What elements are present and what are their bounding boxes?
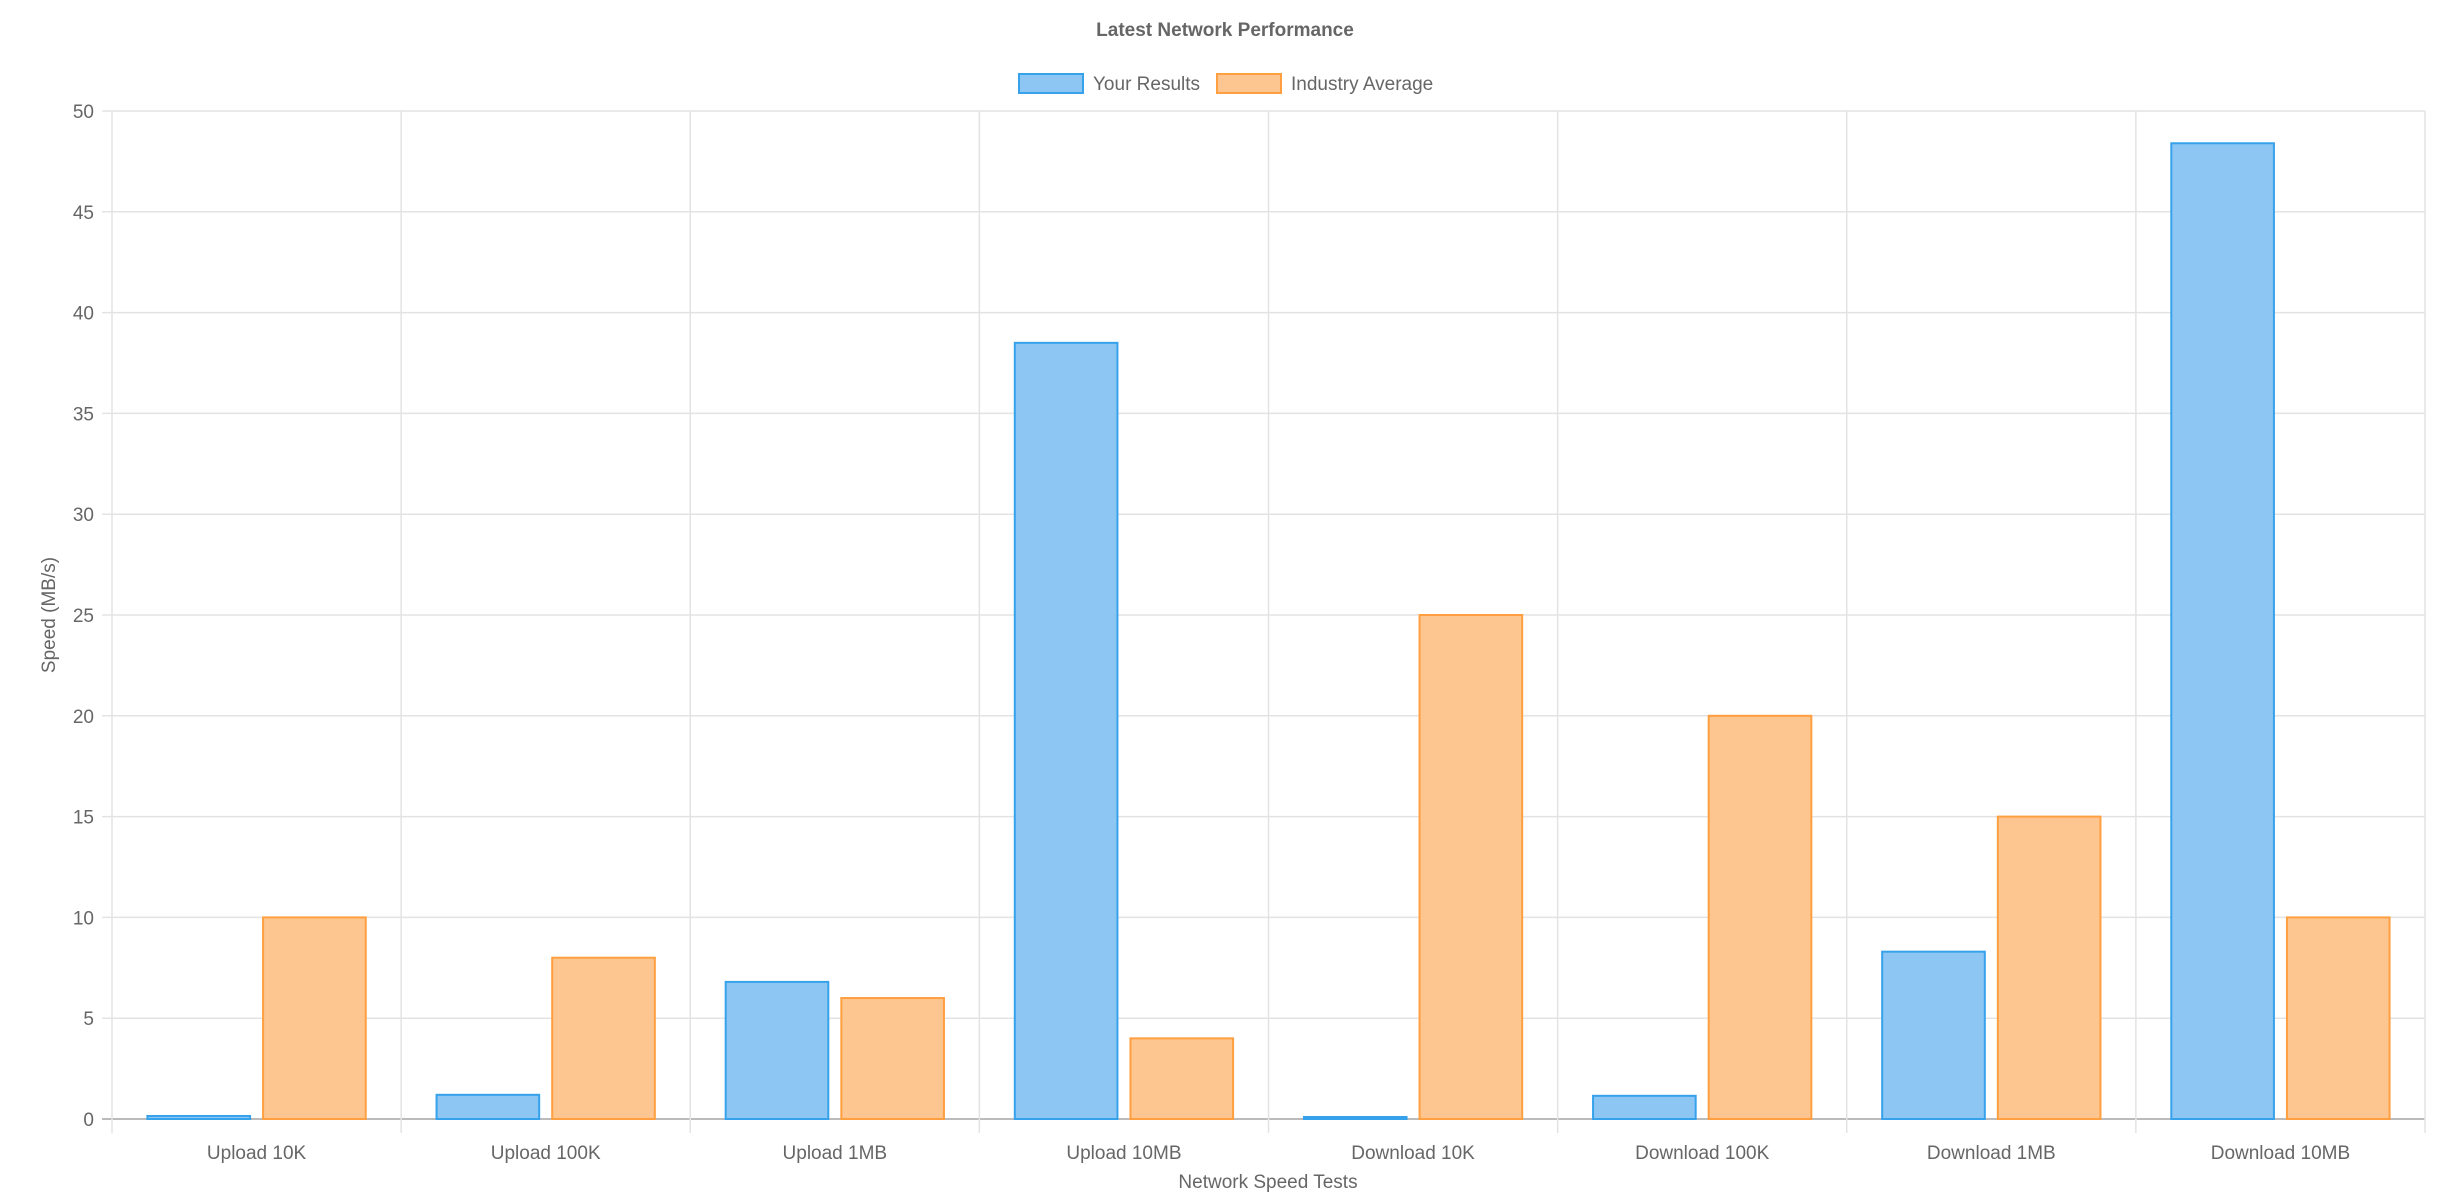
bar-industry-average[interactable] bbox=[1418, 614, 1524, 1120]
x-tick-label: Download 1MB bbox=[1927, 1143, 2056, 1164]
legend-label: Your Results bbox=[1093, 74, 1200, 95]
y-tick-label: 35 bbox=[73, 404, 94, 425]
x-tick-label: Download 10K bbox=[1351, 1143, 1475, 1164]
x-tick-label: Upload 1MB bbox=[783, 1143, 888, 1164]
y-axis-label: Speed (MB/s) bbox=[39, 557, 60, 673]
bar-industry-average[interactable] bbox=[840, 997, 945, 1120]
bars bbox=[146, 142, 2391, 1121]
x-tick-label: Download 10MB bbox=[2211, 1143, 2350, 1164]
y-tick-label: 45 bbox=[73, 203, 94, 224]
legend: Your Results Industry Average bbox=[1018, 73, 1433, 95]
legend-swatch bbox=[1216, 73, 1282, 94]
x-axis-label: Network Speed Tests bbox=[1178, 1172, 1357, 1192]
x-tick-label: Upload 10K bbox=[207, 1143, 307, 1164]
tick-labels: 0 5 10 15 20 25 30 35 40 45 50 Upload 10K Upload 100… bbox=[73, 102, 2350, 1164]
bar-industry-average[interactable] bbox=[262, 916, 367, 1121]
y-tick-label: 25 bbox=[73, 606, 94, 627]
bar-industry-average[interactable] bbox=[1129, 1037, 1235, 1120]
bar-industry-average[interactable] bbox=[551, 956, 656, 1120]
legend-label: Industry Average bbox=[1291, 74, 1433, 95]
legend-item[interactable]: Your Results bbox=[1018, 73, 1200, 95]
bar-your-results[interactable] bbox=[146, 1114, 252, 1120]
bar-industry-average[interactable] bbox=[2285, 916, 2391, 1121]
bar-your-results[interactable] bbox=[435, 1093, 541, 1120]
bar-your-results[interactable] bbox=[1302, 1115, 1408, 1121]
y-tick-label: 15 bbox=[73, 808, 94, 829]
y-tick-label: 5 bbox=[83, 1009, 94, 1030]
y-tick-label: 50 bbox=[73, 102, 94, 123]
y-tick-label: 0 bbox=[83, 1110, 94, 1131]
legend-swatch bbox=[1018, 73, 1084, 94]
y-tick-label: 10 bbox=[73, 908, 94, 929]
chart-title: Latest Network Performance bbox=[1096, 20, 1354, 41]
bar-your-results[interactable] bbox=[1881, 950, 1986, 1120]
grid bbox=[102, 110, 2426, 1133]
x-tick-label: Upload 10MB bbox=[1066, 1143, 1181, 1164]
x-tick-label: Upload 100K bbox=[491, 1143, 601, 1164]
legend-item[interactable]: Industry Average bbox=[1216, 73, 1433, 95]
y-tick-label: 30 bbox=[73, 505, 94, 526]
bar-your-results[interactable] bbox=[2170, 142, 2275, 1121]
bar-your-results[interactable] bbox=[1013, 341, 1119, 1120]
x-tick-label: Download 100K bbox=[1635, 1143, 1769, 1164]
bar-your-results[interactable] bbox=[724, 980, 830, 1120]
bar-industry-average[interactable] bbox=[1996, 815, 2102, 1120]
bar-industry-average[interactable] bbox=[1707, 714, 1813, 1120]
y-tick-label: 20 bbox=[73, 707, 94, 728]
bar-your-results[interactable] bbox=[1592, 1094, 1697, 1121]
y-tick-label: 40 bbox=[73, 304, 94, 325]
